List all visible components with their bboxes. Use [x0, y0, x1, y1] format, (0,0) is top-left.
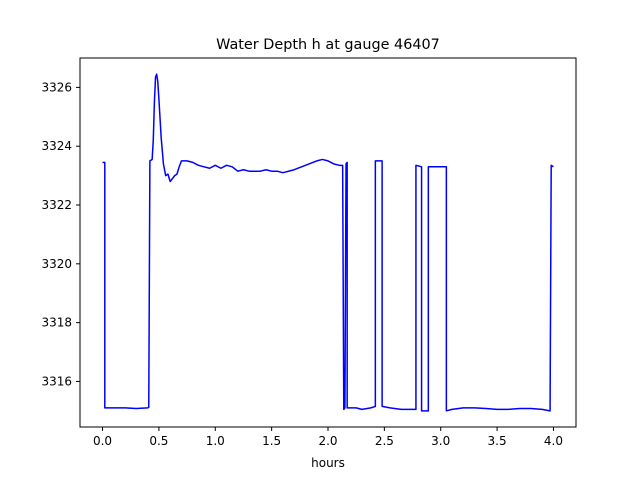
chart-title: Water Depth h at gauge 46407 [216, 37, 440, 53]
x-tick-label: 1.0 [206, 434, 225, 448]
x-tick-label: 1.5 [262, 434, 281, 448]
y-axis: 3316 3318 3320 3322 3324 3326 [41, 80, 80, 388]
y-tick-label: 3318 [41, 316, 72, 330]
x-tick-label: 3.5 [488, 434, 507, 448]
data-layer [102, 73, 554, 412]
y-tick-label: 3324 [41, 139, 72, 153]
x-tick-label: 3.0 [431, 434, 450, 448]
y-tick-label: 3316 [41, 374, 72, 388]
series-line-0 [102, 73, 554, 412]
x-axis-label: hours [311, 456, 345, 470]
y-tick-label: 3320 [41, 257, 72, 271]
x-tick-label: 4.0 [544, 434, 563, 448]
y-tick-label: 3322 [41, 198, 72, 212]
y-tick-label: 3326 [41, 80, 72, 94]
x-axis: 0.0 0.5 1.0 1.5 2.0 2.5 3.0 3.5 4.0 [93, 427, 563, 448]
x-tick-label: 2.5 [375, 434, 394, 448]
x-tick-label: 0.5 [149, 434, 168, 448]
x-tick-label: 2.0 [318, 434, 337, 448]
x-tick-label: 0.0 [93, 434, 112, 448]
